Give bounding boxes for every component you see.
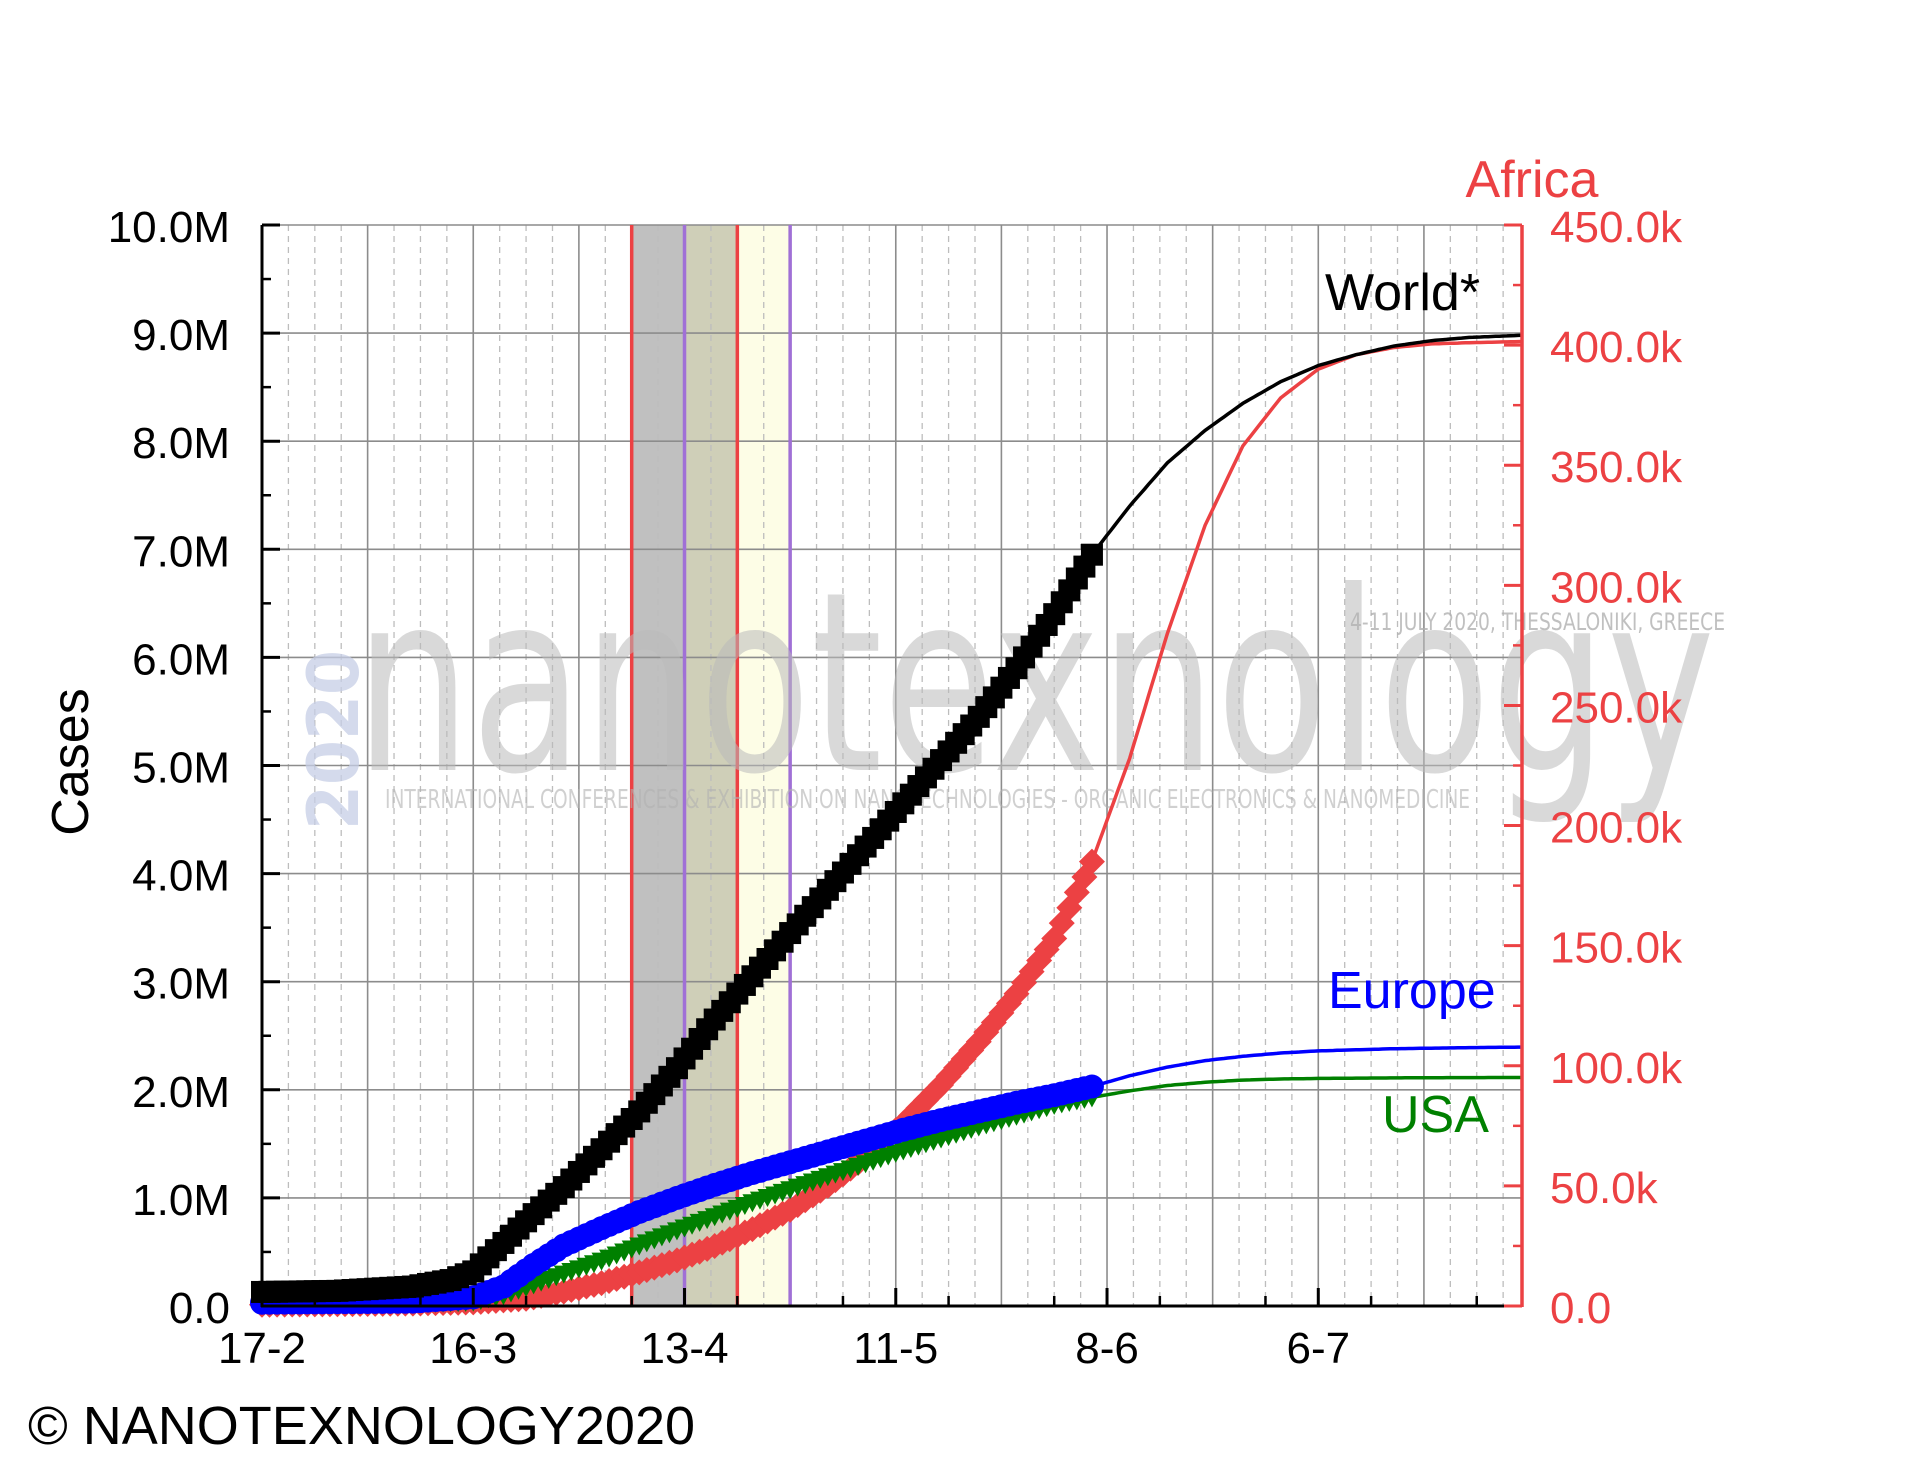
y-tick-label: 1.0M xyxy=(132,1176,230,1225)
watermark-year: 2020 xyxy=(293,650,375,830)
y2-tick-label: 200.0k xyxy=(1550,804,1683,853)
copyright-notice: © NANOTEXNOLOGY2020 xyxy=(28,1396,696,1456)
y-tick-label: 2.0M xyxy=(132,1068,230,1117)
series-label-world: World* xyxy=(1325,264,1480,322)
grid xyxy=(262,224,1522,1306)
y2-tick-label: 350.0k xyxy=(1550,443,1683,492)
series-label-europe: Europe xyxy=(1328,962,1496,1020)
axes: 0.0 1.0M 2.0M 3.0M 4.0M 5.0M 6.0M 7.0M 8.0M 9.0M 1… xyxy=(108,203,1683,1373)
y-tick-label: 0.0 xyxy=(169,1284,230,1333)
series-label-usa: USA xyxy=(1382,1086,1489,1144)
y-axis-label: Cases xyxy=(42,688,100,835)
x-tick-label: 17-2 xyxy=(218,1324,306,1373)
y-tick-label: 5.0M xyxy=(132,744,230,793)
y-tick-label: 9.0M xyxy=(132,311,230,360)
data-point-europe xyxy=(1079,1074,1104,1099)
watermark: nanotexnology 2020 4-11 JULY 2020, THESS… xyxy=(293,538,1725,830)
y-tick-label: 3.0M xyxy=(132,960,230,1009)
data-point-africa xyxy=(973,1019,1000,1046)
y2-axis-label: Africa xyxy=(1466,151,1599,209)
y2-tick-label: 400.0k xyxy=(1550,323,1683,372)
data-point-africa xyxy=(1078,848,1105,875)
y2-tick-label: 100.0k xyxy=(1550,1044,1683,1093)
y2-tick-label: 300.0k xyxy=(1550,563,1683,612)
x-tick-label: 13-4 xyxy=(640,1324,728,1373)
y2-tick-label: 50.0k xyxy=(1550,1164,1659,1213)
x-tick-label: 6-7 xyxy=(1286,1324,1350,1373)
y-tick-label: 4.0M xyxy=(132,852,230,901)
watermark-dates: 4-11 JULY 2020, THESSALONIKI, GREECE xyxy=(1350,608,1725,636)
x-tick-label: 11-5 xyxy=(853,1324,938,1373)
y-tick-label: 7.0M xyxy=(132,527,230,576)
series-world xyxy=(251,333,1523,1303)
data-point-world xyxy=(1080,543,1103,566)
x-tick-label: 16-3 xyxy=(429,1324,517,1373)
y2-tick-label: 450.0k xyxy=(1550,203,1683,252)
series-line-europe xyxy=(261,1045,1522,1305)
y-tick-label: 10.0M xyxy=(108,203,230,252)
y2-tick-label: 0.0 xyxy=(1550,1284,1611,1333)
x-tick-label: 8-6 xyxy=(1075,1324,1139,1373)
y2-tick-label: 250.0k xyxy=(1550,683,1683,732)
watermark-logo-text: nanotexnology xyxy=(355,538,1715,829)
y-tick-label: 6.0M xyxy=(132,635,230,684)
y2-tick-label: 150.0k xyxy=(1550,924,1683,973)
y-tick-label: 8.0M xyxy=(132,419,230,468)
